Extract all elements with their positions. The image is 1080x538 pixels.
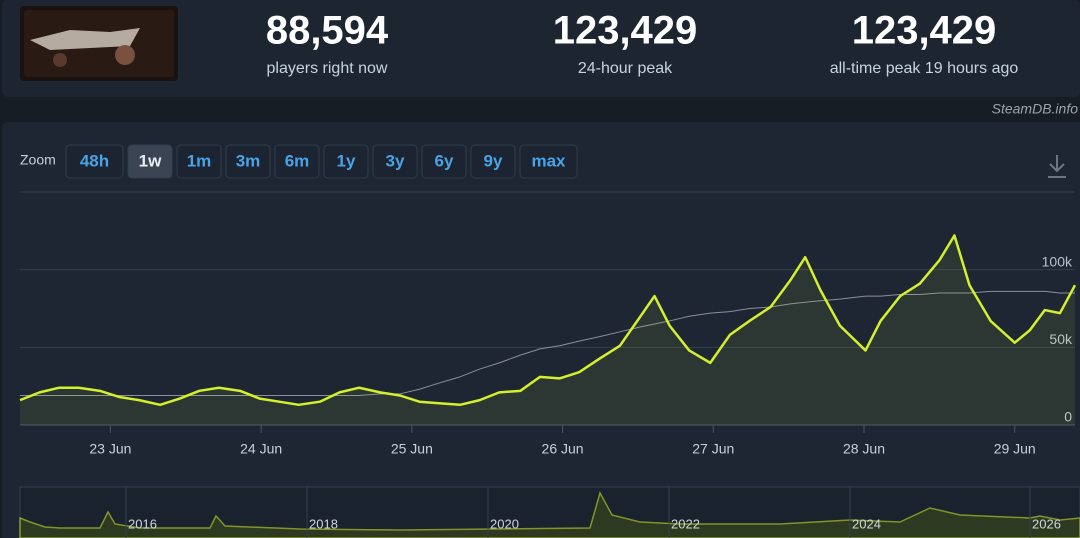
zoom-button[interactable] [65, 144, 124, 179]
x-tick-label: 25 Jun [391, 441, 433, 457]
navigator-line [19, 491, 1080, 538]
navigator-year: 2020 [490, 516, 519, 531]
navigator-year: 2024 [852, 516, 881, 531]
stats-panel [2, 0, 1080, 97]
y-tick-label: 0 [1064, 409, 1072, 425]
stat-label: players right now [267, 60, 388, 77]
zoom-button[interactable] [225, 144, 271, 179]
zoom-button[interactable] [127, 144, 173, 179]
navigator-year: 2026 [1032, 516, 1061, 531]
stat-value: 123,429 [852, 9, 997, 53]
download-icon [1048, 155, 1066, 178]
zoom-button-label[interactable]: max [531, 151, 566, 170]
line [20, 290, 1075, 396]
y-tick-label: 50k [1049, 331, 1073, 347]
y-tick-label: 100k [1042, 253, 1073, 269]
stat-value: 88,594 [266, 9, 389, 53]
x-tick-label: 29 Jun [994, 441, 1036, 457]
x-tick-label: 27 Jun [692, 441, 734, 457]
zoom-button-label[interactable]: 3m [236, 151, 261, 170]
zoom-button-label[interactable]: 48h [80, 151, 109, 170]
zoom-button-label[interactable]: 6y [435, 151, 454, 170]
stat-label: all-time peak 19 hours ago [830, 60, 1019, 77]
x-tick-label: 26 Jun [542, 441, 584, 457]
navigator-year: 2022 [671, 516, 700, 531]
zoom-button[interactable] [421, 144, 467, 179]
chart-panel [2, 122, 1080, 538]
zoom-button[interactable] [323, 144, 369, 179]
zoom-button[interactable] [176, 144, 222, 179]
area [20, 235, 1075, 425]
zoom-button-label[interactable]: 1y [337, 151, 356, 170]
x-tick-label: 24 Jun [240, 441, 282, 457]
zoom-button[interactable] [519, 144, 578, 179]
line [19, 234, 1077, 407]
stat-value: 123,429 [553, 9, 698, 53]
zoom-button-label[interactable]: 3y [386, 151, 405, 170]
watermark: SteamDB.info [992, 101, 1079, 117]
zoom-button-label[interactable]: 6m [285, 151, 310, 170]
zoom-label: Zoom [20, 152, 56, 168]
zoom-button-label[interactable]: 9y [484, 151, 503, 170]
x-tick-label: 23 Jun [89, 441, 131, 457]
navigator-year: 2016 [128, 516, 157, 531]
zoom-button-label[interactable]: 1w [139, 151, 162, 170]
zoom-button[interactable] [274, 144, 320, 179]
zoom-button[interactable] [372, 144, 418, 179]
x-tick-label: 28 Jun [843, 441, 885, 457]
stat-label: 24-hour peak [578, 60, 673, 77]
zoom-button[interactable] [470, 144, 516, 179]
game-image [20, 6, 178, 81]
navigator-year: 2018 [309, 516, 338, 531]
zoom-button-label[interactable]: 1m [187, 151, 212, 170]
